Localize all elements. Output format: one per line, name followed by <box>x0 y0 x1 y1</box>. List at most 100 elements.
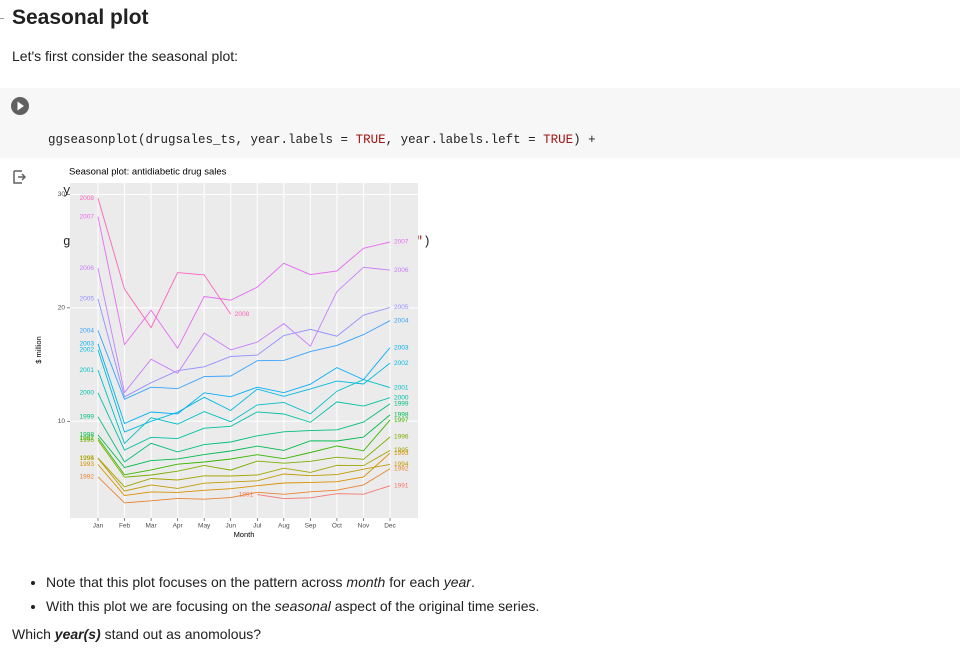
y-axis-title: $ million <box>34 336 43 364</box>
output-glyph <box>13 170 27 184</box>
series-line <box>97 349 391 433</box>
year-label-right: 1996 <box>394 434 409 441</box>
emphasis: seasonal <box>274 598 331 614</box>
year-label-right: 2005 <box>394 304 409 311</box>
year-label-left: 1997 <box>80 435 95 442</box>
series-line <box>97 436 391 478</box>
chart-title: Seasonal plot: antidiabetic drug sales <box>69 167 227 178</box>
year-label-left: 1992 <box>80 474 95 481</box>
x-tick-label: Oct <box>332 523 342 530</box>
year-label-left: 1998 <box>80 432 95 439</box>
series-line <box>97 216 391 350</box>
year-label-left: 1993 <box>80 461 95 468</box>
year-label-left: 2005 <box>80 296 95 303</box>
x-tick-label: Sep <box>305 523 317 530</box>
year-label-right: 1997 <box>394 417 409 424</box>
year-label-right: 2007 <box>394 239 409 246</box>
code-token: ggseasonplot(drugsales_ts, year.labels = <box>48 133 356 147</box>
intro-text: Let's first consider the seasonal plot: <box>12 48 239 64</box>
x-tick-label: Mar <box>145 523 157 530</box>
emphasis: year(s) <box>54 626 101 642</box>
x-tick-label: Jun <box>225 523 236 530</box>
series-line <box>97 414 391 469</box>
text: stand out as anomolous? <box>100 626 262 642</box>
year-label-left: 2001 <box>80 367 95 374</box>
text: . <box>470 574 475 590</box>
year-label-right: 1999 <box>394 401 409 408</box>
year-label-right: 2002 <box>394 360 409 367</box>
code-line: ggseasonplot(drugsales_ts, year.labels =… <box>48 132 596 149</box>
run-button[interactable] <box>10 96 30 116</box>
year-label-right: 1993 <box>394 450 409 457</box>
x-tick-label: Apr <box>173 523 184 530</box>
series-line <box>97 419 391 476</box>
y-tick-label: 20 <box>58 305 66 312</box>
code-literal: TRUE <box>355 133 386 147</box>
year-label-right: 1995 <box>394 447 409 454</box>
year-label-right: 2008 <box>235 311 250 318</box>
year-label-left: 2006 <box>80 265 95 272</box>
x-tick-label: Aug <box>278 523 290 530</box>
code-token: ) + <box>573 133 596 147</box>
y-tick-label: 30 <box>58 191 66 198</box>
series-line <box>97 343 391 425</box>
text: aspect of the original time series. <box>330 598 540 614</box>
year-label-left: 2000 <box>80 390 95 397</box>
bullet: With this plot we are focusing on the se… <box>46 594 539 618</box>
series-line <box>97 298 391 398</box>
series-line <box>97 198 232 329</box>
year-label-left: 2002 <box>80 347 95 354</box>
text: for each <box>385 574 444 590</box>
year-label-right: 1998 <box>394 412 409 419</box>
emphasis: month <box>346 574 386 590</box>
text: With this plot we are focusing on the <box>46 598 275 614</box>
x-tick-label: Feb <box>119 523 131 530</box>
code-literal: TRUE <box>543 133 574 147</box>
year-label-left: 2004 <box>80 327 95 334</box>
series-line <box>97 458 391 492</box>
text: Which <box>12 626 55 642</box>
code-cell <box>0 88 960 158</box>
year-label-left: 2008 <box>80 195 95 202</box>
year-label-left: 2003 <box>80 341 95 348</box>
year-label-right: 1991 <box>394 483 409 490</box>
year-label-right: 2003 <box>394 344 409 351</box>
year-label-left: 1996 <box>80 437 95 444</box>
x-tick-label: May <box>198 523 211 530</box>
chart: Seasonal plot: antidiabetic drug sales $… <box>34 167 418 539</box>
x-axis-title: Month <box>234 530 255 539</box>
text: Note that this plot focuses on the patte… <box>46 574 347 590</box>
year-label-right: 2001 <box>394 384 409 391</box>
x-tick-label: Jul <box>253 523 262 530</box>
year-label-right: 2006 <box>394 267 409 274</box>
emphasis: year <box>443 574 471 590</box>
output-icon[interactable] <box>10 168 28 186</box>
plot-panel <box>70 183 418 518</box>
x-tick-label: Nov <box>358 523 370 530</box>
year-label-left: 2007 <box>80 213 95 220</box>
margin-mark <box>0 18 4 19</box>
series-line <box>97 320 391 400</box>
code-token: ) <box>423 235 431 249</box>
series-line <box>97 450 391 488</box>
series-line <box>97 266 391 394</box>
run-icon <box>17 101 24 111</box>
x-tick-label: Dec <box>384 523 396 530</box>
year-label-left: 1994 <box>80 455 95 462</box>
bullet: Note that this plot focuses on the patte… <box>46 570 539 594</box>
year-label-right: 2004 <box>394 317 409 324</box>
bullet-list: Note that this plot focuses on the patte… <box>26 570 539 618</box>
year-label-right: 1992 <box>394 466 409 473</box>
code-token: , year.labels.left = <box>385 133 544 147</box>
year-label-left: 1995 <box>80 455 95 462</box>
series-line <box>97 452 391 496</box>
section-heading: Seasonal plot <box>12 6 149 29</box>
series-line <box>97 468 391 504</box>
series-line <box>97 403 391 463</box>
year-label-right: 2000 <box>394 394 409 401</box>
y-tick-label: 10 <box>58 418 66 425</box>
question: Which year(s) stand out as anomolous? <box>12 626 261 642</box>
year-label-right: 1994 <box>394 461 409 468</box>
series-line <box>257 485 391 500</box>
